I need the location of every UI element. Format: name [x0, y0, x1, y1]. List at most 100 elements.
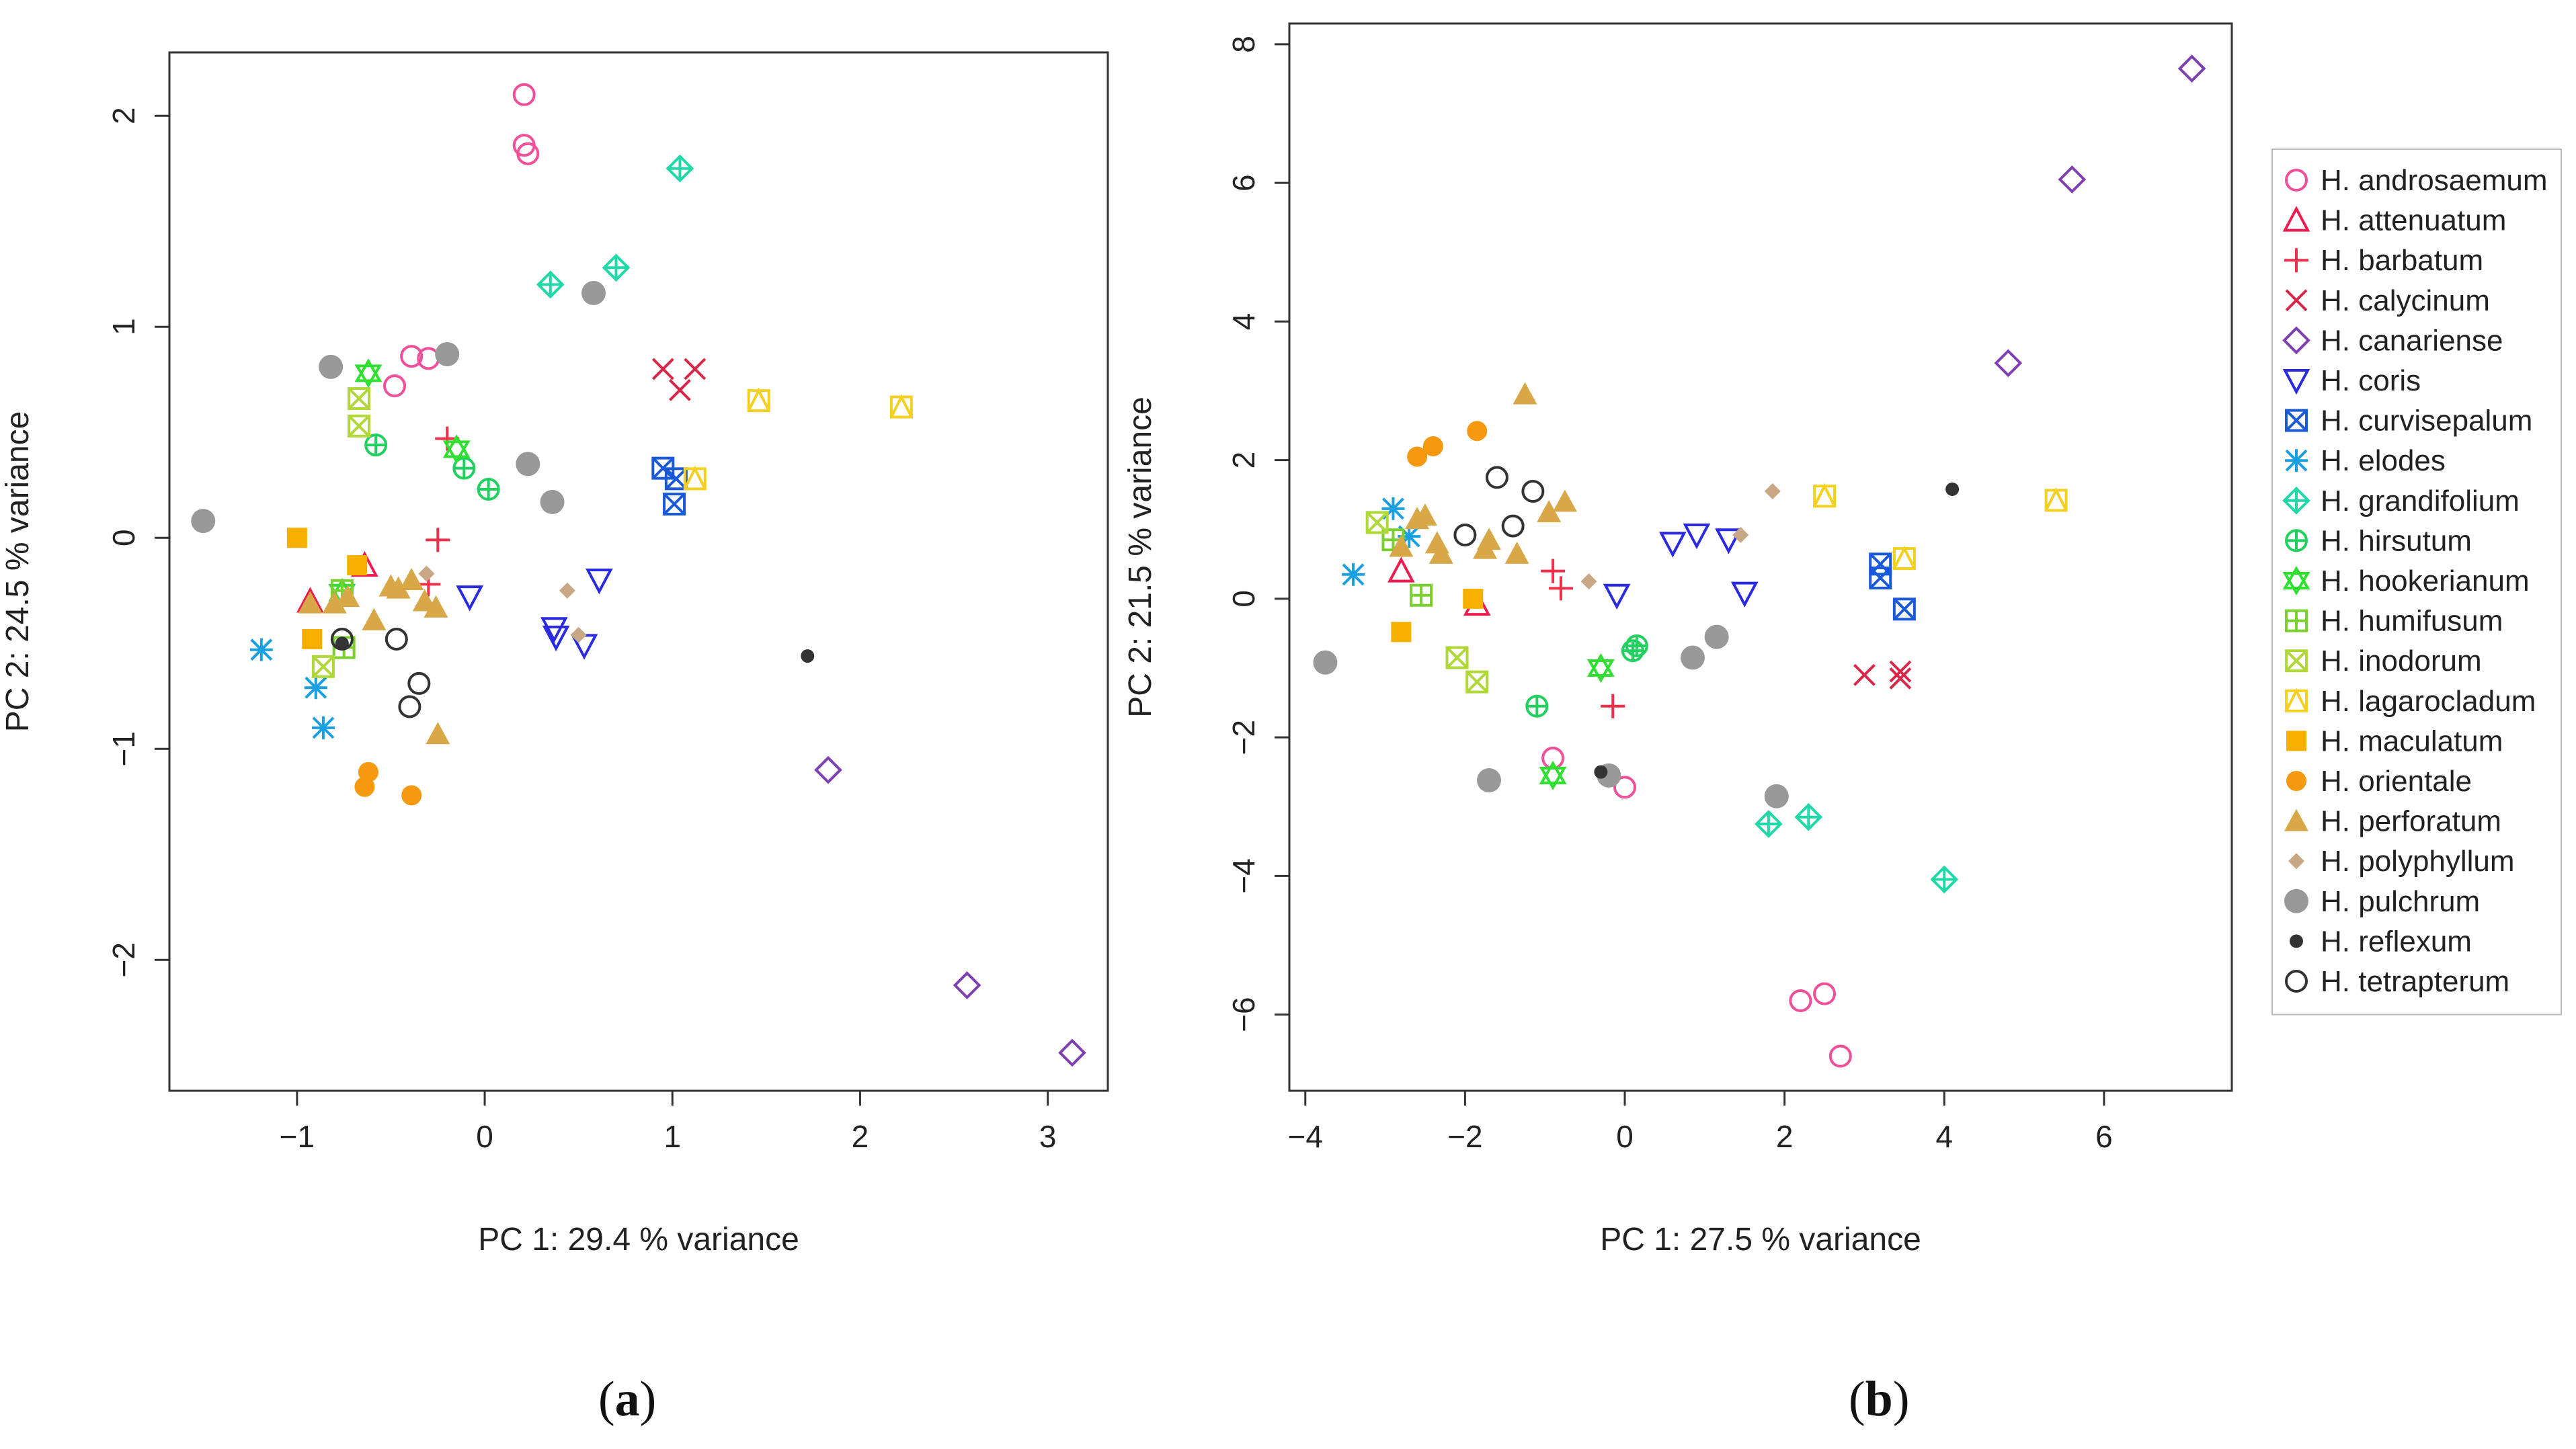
data-point-hookerianum	[354, 358, 383, 388]
series-androsaemum-a	[383, 83, 540, 398]
data-point-perforatum	[298, 591, 323, 614]
series-orientale-b	[1407, 421, 1488, 467]
data-point-tetrapterum	[1453, 524, 1477, 547]
data-point-pulchrum	[1313, 650, 1338, 675]
legend-item-coris: H. coris	[2282, 364, 2421, 397]
data-point-perforatum	[424, 595, 448, 618]
data-point-grandifolium	[1930, 865, 1959, 894]
series-elodes-a	[249, 638, 335, 739]
data-point-pulchrum	[1764, 784, 1789, 809]
data-point-canariense	[953, 971, 981, 999]
data-point-coris	[1715, 528, 1742, 554]
data-point-hookerianum	[442, 434, 471, 464]
data-point-calycinum	[1853, 663, 1876, 686]
caption-a: (a)	[598, 1372, 657, 1427]
series-tetrapterum-b	[1453, 466, 1545, 547]
y-tick-label-a: 2	[106, 107, 141, 124]
data-point-maculatum	[302, 628, 323, 649]
data-point-barbatum	[1548, 576, 1573, 601]
series-reflexum-a	[335, 636, 815, 663]
series-polyphyllum-a	[418, 565, 587, 643]
legend-item-androsaemum: H. androsaemum	[2285, 164, 2547, 197]
legend: H. androsaemum H. attenuatum H. barbatum H.…	[2271, 149, 2562, 1016]
data-point-perforatum	[1389, 534, 1414, 557]
x-tick-label-b: 0	[1616, 1119, 1634, 1154]
data-point-attenuatum	[1387, 556, 1415, 583]
data-point-polyphyllum	[1764, 483, 1781, 500]
legend-item-curvisepalum: H. curvisepalum	[2285, 405, 2532, 438]
legend-label: H. grandifolium	[2321, 485, 2520, 518]
data-point-calycinum	[669, 379, 691, 401]
data-point-perforatum	[1552, 489, 1577, 512]
legend-marker-inodorum	[2285, 649, 2308, 673]
data-point-maculatum	[347, 555, 368, 576]
data-point-coris	[586, 569, 613, 595]
series-calycinum-b	[1853, 660, 1912, 690]
data-point-elodes	[304, 676, 327, 700]
legend-item-perforatum: H. perforatum	[2284, 805, 2501, 838]
y-axis-title-b: PC 2: 21.5 % variance	[1123, 397, 1158, 718]
y-tick-label-b: 6	[1226, 174, 1261, 192]
data-point-coris	[456, 585, 484, 612]
data-point-inodorum	[347, 414, 370, 438]
data-point-inodorum	[1465, 670, 1489, 694]
legend-marker-androsaemum	[2285, 169, 2308, 192]
series-perforatum-a	[298, 568, 450, 745]
series-orientale-a	[354, 761, 422, 806]
x-tick-label-a: 1	[663, 1119, 681, 1154]
data-point-androsaemum	[516, 142, 540, 165]
caption-b: (b)	[1849, 1372, 1910, 1427]
data-point-elodes	[249, 638, 273, 661]
series-coris-b	[1603, 524, 1759, 610]
data-point-polyphyllum	[1732, 527, 1749, 544]
data-point-perforatum	[1537, 499, 1562, 522]
data-point-lagarocladum	[1892, 545, 1916, 571]
legend-item-canariense: H. canariense	[2282, 324, 2503, 357]
data-point-androsaemum	[400, 345, 424, 368]
data-point-polyphyllum	[570, 626, 587, 643]
legend-marker-elodes	[2285, 449, 2308, 472]
series-perforatum-b	[1389, 382, 1577, 564]
legend-item-hirsutum: H. hirsutum	[2285, 524, 2472, 557]
data-point-perforatum	[399, 568, 424, 591]
data-point-perforatum	[322, 591, 347, 614]
data-point-coris	[1730, 581, 1759, 608]
x-tick-label-a: 2	[852, 1119, 869, 1154]
data-point-tetrapterum	[398, 695, 421, 718]
data-point-perforatum	[1428, 541, 1453, 564]
plot-frame-b	[1288, 22, 2233, 1092]
data-point-polyphyllum	[1580, 573, 1597, 590]
series-maculatum-b	[1391, 588, 1484, 643]
data-point-grandifolium	[1794, 802, 1823, 831]
data-point-maculatum	[1463, 588, 1484, 609]
data-point-calycinum	[1889, 667, 1912, 690]
legend-marker-maculatum	[2286, 731, 2306, 751]
series-inodorum-b	[1365, 511, 1489, 694]
data-point-lagarocladum	[683, 465, 707, 491]
data-point-calycinum	[684, 358, 707, 380]
legend-marker-humifusum	[2285, 609, 2308, 632]
data-point-androsaemum	[512, 83, 536, 106]
data-point-androsaemum	[1789, 989, 1812, 1012]
data-point-lagarocladum	[2044, 487, 2068, 512]
data-point-hookerianum	[1539, 760, 1567, 790]
data-point-inodorum	[1365, 511, 1389, 534]
legend-marker-hirsutum	[2285, 529, 2308, 552]
x-tick-label-b: 2	[1776, 1119, 1794, 1154]
data-point-coris	[1603, 583, 1631, 610]
legend-marker-barbatum	[2284, 248, 2308, 273]
data-point-lagarocladum	[747, 387, 770, 413]
legend-item-reflexum: H. reflexum	[2290, 925, 2472, 958]
x-axis-title-b: PC 1: 27.5 % variance	[1600, 1222, 1921, 1257]
data-point-coris	[540, 617, 568, 643]
legend-item-lagarocladum: H. lagarocladum	[2285, 685, 2536, 718]
legend-label: H. hirsutum	[2321, 524, 2472, 557]
legend-marker-polyphyllum	[2288, 853, 2304, 870]
data-point-tetrapterum	[1485, 466, 1508, 489]
y-tick-label-a: −2	[106, 942, 141, 977]
data-point-humifusum	[1410, 583, 1433, 607]
data-point-polyphyllum	[418, 565, 435, 582]
legend-item-attenuatum: H. attenuatum	[2282, 204, 2506, 237]
data-point-inodorum	[347, 387, 370, 410]
legend-marker-pulchrum	[2284, 888, 2308, 913]
